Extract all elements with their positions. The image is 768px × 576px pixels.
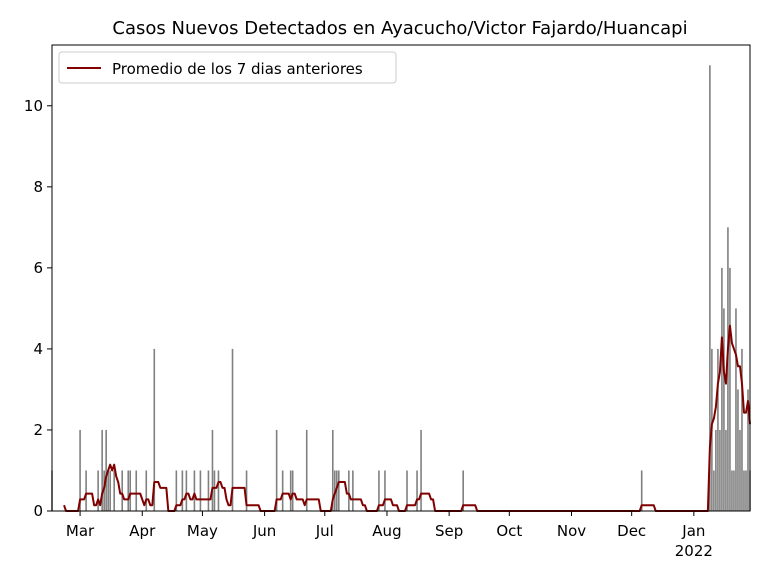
bar [145,470,148,511]
bar [729,267,731,511]
bar [185,470,188,511]
x-tick-label: May [187,522,218,540]
bar [743,470,745,511]
bar [101,429,103,511]
x-tick-label: Aug [372,522,401,540]
y-tick-label: 6 [33,259,43,277]
bar [193,470,196,511]
bar [406,470,408,511]
bar [207,470,210,511]
bar [745,470,747,511]
bar [715,429,717,511]
bar [213,470,216,511]
x-tick-label: Dec [617,522,646,540]
y-tick-label: 2 [33,421,43,439]
bar [727,227,729,511]
y-tick-label: 4 [33,340,43,358]
bar [747,389,749,511]
bar [640,470,643,511]
x-tick-label: Sep [435,522,463,540]
legend-box [58,51,397,84]
bar [231,348,234,511]
bar [420,429,422,511]
bar [739,429,741,511]
bar [352,470,354,511]
x-tick-label: Nov [557,522,586,540]
axes: 0 2 4 6 8 10 Mar Apr May Jun Jul Aug Sep Oct Nov Dec Jan… [24,44,751,560]
bar [291,470,294,511]
bar [733,470,735,511]
bar [348,470,350,511]
bar [332,429,334,511]
x-tick-label: Jul [315,522,334,540]
bar [153,348,156,511]
bar [305,429,308,511]
bar [217,470,220,511]
bar [462,470,464,511]
bar [113,470,115,511]
bar [731,470,733,511]
y-tick-label: 8 [33,178,43,196]
bar [199,470,202,511]
bar [281,470,284,511]
bar [105,429,107,511]
bar [211,429,214,511]
bar [741,348,743,511]
bar [107,470,109,511]
bar [721,267,723,511]
bar [129,470,132,511]
bar [275,429,278,511]
bar [723,308,725,511]
chart-title: Casos Nuevos Detectados en Ayacucho/Vict… [112,18,687,39]
bar [378,470,380,511]
bar [338,470,340,511]
bar [127,470,130,511]
bar [713,470,715,511]
bar [719,429,721,511]
bar [135,470,138,511]
bar [735,308,737,511]
bar [97,470,99,511]
legend-label: Promedio de los 7 dias anteriores [112,60,363,78]
bar [121,470,123,511]
bar [725,429,727,511]
bar [384,470,386,511]
bar [85,470,87,511]
x-tick-label: Mar [66,522,95,540]
bar [289,470,292,511]
bar [709,65,711,511]
x-tick-label: Oct [496,522,522,540]
bar [181,470,184,511]
bar [175,470,178,511]
y-tick-label: 10 [24,97,43,115]
legend: Promedio de los 7 dias anteriores [58,51,397,84]
x-tick-label: Jun [252,522,276,540]
bar [737,389,739,511]
x-tick-label: Jan [681,522,705,540]
bar [79,429,81,511]
x-tick-label: Apr [129,522,156,540]
bar [245,470,248,511]
bar [717,348,719,511]
y-tick-label: 0 [33,502,43,520]
bar [416,470,418,511]
plot-frame [51,44,751,512]
x-tick-sublabel: 2022 [675,542,713,560]
bar [109,470,111,511]
